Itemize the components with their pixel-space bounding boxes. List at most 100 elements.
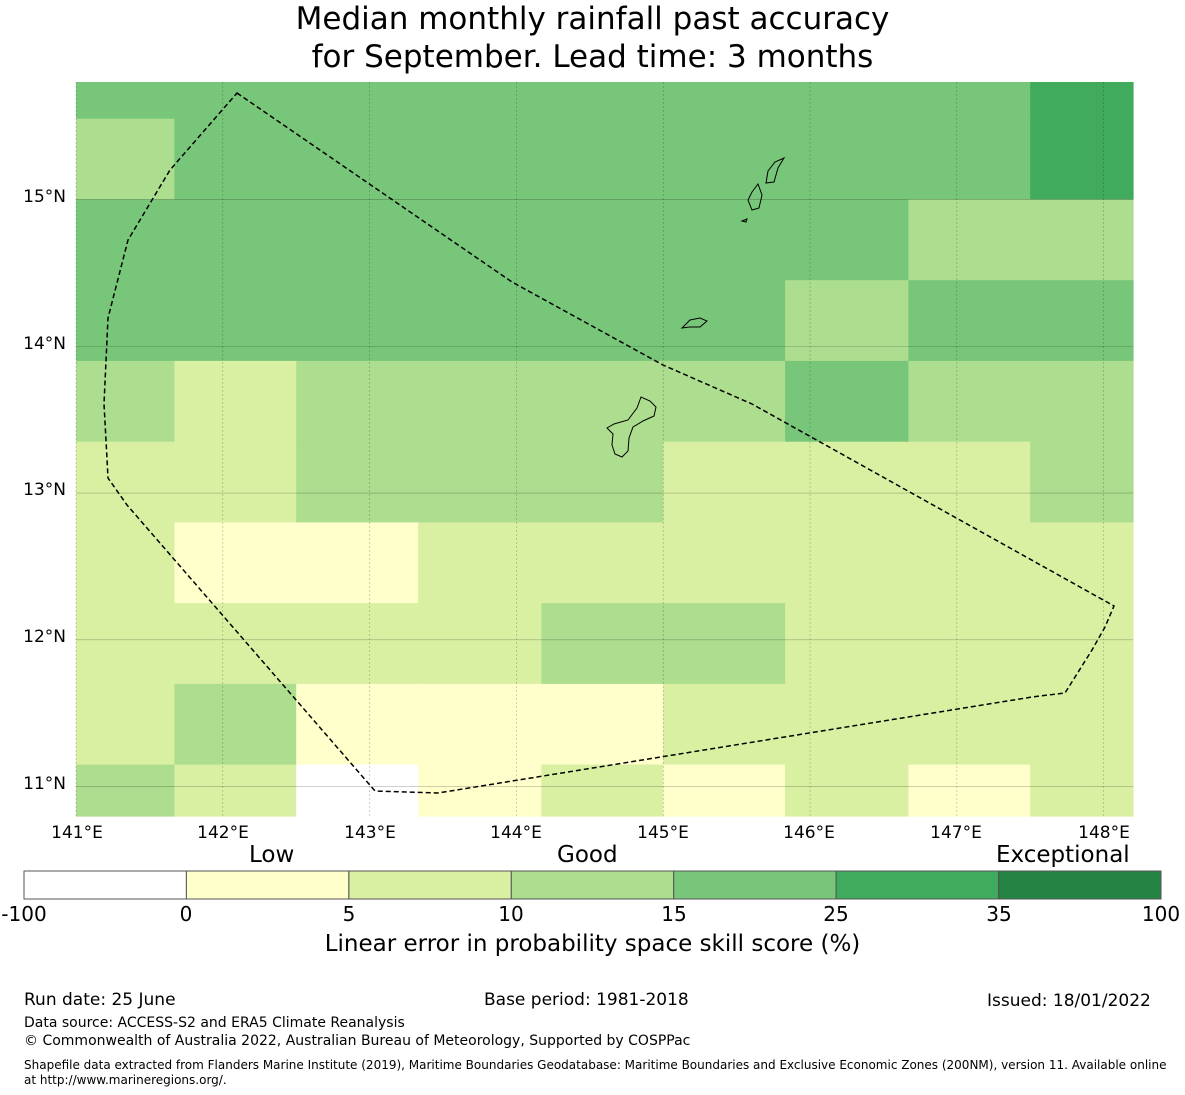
grid-cell (908, 603, 1031, 685)
grid-cell (908, 441, 1031, 523)
grid-cell (76, 522, 175, 604)
grid-cell (296, 199, 419, 281)
map-title: Median monthly rainfall past accuracy fo… (0, 0, 1185, 76)
graticule (75, 82, 1133, 816)
grid-cell (785, 360, 909, 443)
grid-cell (663, 199, 786, 281)
colorbar-tick-minus100: -100 (1, 902, 47, 926)
grid-cell (663, 441, 786, 523)
grid-cell (541, 118, 664, 200)
grid-cell (541, 764, 664, 817)
grid-cell (1030, 441, 1134, 523)
grid-cell (174, 603, 297, 685)
grid-cell (1030, 764, 1134, 817)
grid-cell (1030, 522, 1134, 604)
grid-cell (296, 280, 419, 362)
grid-cell (174, 441, 297, 523)
grid-cell (1030, 603, 1134, 685)
grid-cell (1030, 683, 1134, 766)
grid-cell (418, 199, 542, 281)
grid-cell (908, 360, 1031, 443)
grid-cell (174, 683, 297, 766)
grid-cell (418, 82, 542, 120)
lat-label-14n: 14°N (23, 334, 66, 354)
lon-label-144e: 144°E (490, 823, 542, 843)
data-source: Data source: ACCESS-S2 and ERA5 Climate … (24, 1015, 405, 1031)
grid-cell (174, 764, 297, 817)
grid-cell (541, 441, 664, 523)
grid-cell (541, 360, 664, 443)
grid-cell (296, 764, 419, 817)
lat-label-11n: 11°N (23, 774, 66, 794)
issued-date: Issued: 18/01/2022 (987, 991, 1151, 1011)
grid-cell (785, 82, 909, 120)
grid-cell (76, 118, 175, 200)
grid-cell (174, 82, 297, 120)
colorbar-swatch (510, 870, 675, 900)
grid-cell (908, 82, 1031, 120)
lat-label-12n: 12°N (23, 627, 66, 647)
grid-cell (418, 280, 542, 362)
title-line-2: for September. Lead time: 3 months (311, 39, 874, 75)
grid-cell (663, 522, 786, 604)
grid-cell (663, 360, 786, 443)
lon-label-142e: 142°E (197, 823, 249, 843)
grid-cell (76, 199, 175, 281)
grid-cell (663, 603, 786, 685)
colorbar-tick-10: 10 (498, 902, 524, 926)
eez-boundary (103, 92, 1115, 794)
grid-cell (785, 199, 909, 281)
island-saipan (765, 156, 786, 184)
lon-label-143e: 143°E (344, 823, 396, 843)
grid-cell (663, 683, 786, 766)
island-rota (680, 317, 708, 329)
grid-cell (908, 522, 1031, 604)
grid-cell (1030, 82, 1134, 120)
grid-cell (76, 441, 175, 523)
grid-cell (785, 522, 909, 604)
island-aguijan (740, 218, 748, 223)
grid-cell (418, 360, 542, 443)
lon-label-148e: 148°E (1078, 823, 1130, 843)
grid-cell (174, 199, 297, 281)
grid-cell (541, 522, 664, 604)
category-low: Low (249, 842, 295, 868)
colorbar-swatch (348, 870, 512, 900)
grid-cell (296, 82, 419, 120)
grid-cell (296, 683, 419, 766)
colorbar-swatch (185, 870, 350, 900)
grid-cells (76, 82, 1134, 817)
grid-cell (296, 118, 419, 200)
category-good: Good (557, 842, 618, 868)
colorbar-tick-15: 15 (661, 902, 687, 926)
grid-cell (663, 82, 786, 120)
grid-cell (418, 764, 542, 817)
grid-cell (541, 280, 664, 362)
grid-cell (296, 603, 419, 685)
colorbar-boxes (23, 870, 1162, 900)
grid-cell (76, 683, 175, 766)
grid-cell (785, 683, 909, 766)
lon-label-141e: 141°E (51, 823, 103, 843)
lon-label-145e: 145°E (637, 823, 689, 843)
grid-cell (785, 764, 909, 817)
grid-cell (76, 360, 175, 443)
colorbar-tick-5: 5 (342, 902, 356, 926)
grid-cell (296, 522, 419, 604)
grid-cell (663, 118, 786, 200)
grid-cell (785, 441, 909, 523)
grid-cell (174, 280, 297, 362)
colorbar-tick-25: 25 (823, 902, 849, 926)
base-period: Base period: 1981-2018 (484, 990, 689, 1010)
grid-cell (76, 603, 175, 685)
grid-cell (76, 82, 175, 120)
grid-cell (663, 280, 786, 362)
shapefile-credit-line-1: Shapefile data extracted from Flanders M… (24, 1058, 1167, 1072)
grid-cell (418, 683, 542, 766)
grid-cell (418, 522, 542, 604)
copyright: © Commonwealth of Australia 2022, Austra… (24, 1033, 691, 1049)
grid-cell (418, 118, 542, 200)
colorbar-swatch (835, 870, 999, 900)
grid-cell (908, 118, 1031, 200)
grid-cell (174, 118, 297, 200)
